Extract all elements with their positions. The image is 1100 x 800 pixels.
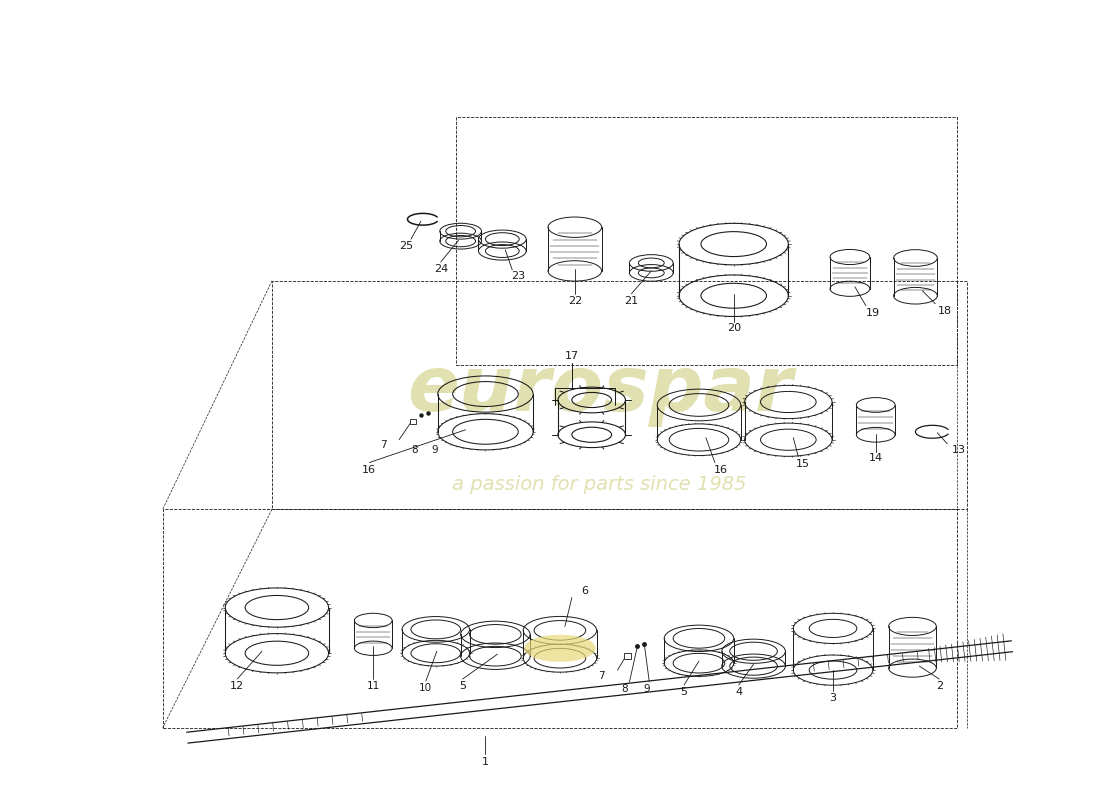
Text: 8: 8 <box>411 445 418 454</box>
Text: 18: 18 <box>938 306 953 316</box>
Text: a passion for parts since 1985: a passion for parts since 1985 <box>452 475 747 494</box>
Text: 11: 11 <box>366 681 379 691</box>
Text: 5: 5 <box>459 681 466 691</box>
Text: 9: 9 <box>644 684 650 694</box>
Text: 21: 21 <box>625 296 638 306</box>
Text: eurospar: eurospar <box>407 353 792 427</box>
Text: 17: 17 <box>564 351 579 362</box>
Text: 1: 1 <box>482 758 490 767</box>
Text: 16: 16 <box>362 465 376 474</box>
Text: 8: 8 <box>621 684 628 694</box>
Text: 16: 16 <box>714 465 728 474</box>
Text: 4: 4 <box>735 687 743 697</box>
Text: 25: 25 <box>399 241 414 251</box>
Text: 19: 19 <box>866 308 880 318</box>
Text: 24: 24 <box>433 264 448 274</box>
Text: 15: 15 <box>796 458 811 469</box>
Bar <box>410 419 416 424</box>
Text: 10: 10 <box>419 683 432 693</box>
Ellipse shape <box>525 634 596 662</box>
Text: 5: 5 <box>681 687 688 697</box>
Text: 22: 22 <box>568 296 582 306</box>
Text: 14: 14 <box>869 453 883 462</box>
Text: 9: 9 <box>431 445 438 454</box>
Text: 23: 23 <box>512 271 526 281</box>
Text: 2: 2 <box>936 681 943 691</box>
Text: 3: 3 <box>829 693 836 703</box>
Text: 20: 20 <box>727 323 740 334</box>
Text: 13: 13 <box>953 445 966 454</box>
Text: 6: 6 <box>581 586 589 596</box>
Text: 12: 12 <box>230 681 244 691</box>
Text: 7: 7 <box>379 440 386 450</box>
Bar <box>624 654 631 659</box>
Text: 7: 7 <box>598 671 605 681</box>
